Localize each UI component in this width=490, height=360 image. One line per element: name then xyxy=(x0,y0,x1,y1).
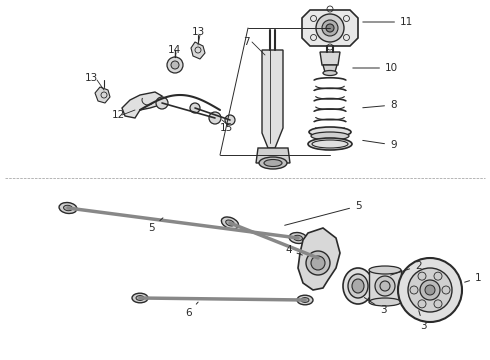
Ellipse shape xyxy=(289,233,307,243)
Circle shape xyxy=(190,103,200,113)
Polygon shape xyxy=(369,270,401,302)
Polygon shape xyxy=(262,50,283,148)
Ellipse shape xyxy=(375,276,395,296)
Text: 7: 7 xyxy=(243,37,249,47)
Circle shape xyxy=(434,272,442,280)
Text: 3: 3 xyxy=(419,311,427,331)
Ellipse shape xyxy=(301,298,309,302)
Ellipse shape xyxy=(59,203,77,213)
Text: 13: 13 xyxy=(85,73,98,83)
Ellipse shape xyxy=(311,132,349,140)
Ellipse shape xyxy=(132,293,148,303)
Circle shape xyxy=(306,251,330,275)
Ellipse shape xyxy=(309,252,327,264)
Text: 2: 2 xyxy=(391,261,421,275)
Text: 9: 9 xyxy=(363,140,396,150)
Text: 4: 4 xyxy=(285,245,302,255)
Text: 3: 3 xyxy=(365,297,387,315)
Circle shape xyxy=(434,300,442,308)
Polygon shape xyxy=(256,148,290,163)
Polygon shape xyxy=(298,228,340,290)
Text: 10: 10 xyxy=(353,63,398,73)
Ellipse shape xyxy=(369,298,401,306)
Circle shape xyxy=(418,300,426,308)
Text: 1: 1 xyxy=(465,273,482,283)
Ellipse shape xyxy=(343,268,373,304)
Text: 11: 11 xyxy=(363,17,413,27)
Ellipse shape xyxy=(297,295,313,305)
Ellipse shape xyxy=(64,205,73,211)
Circle shape xyxy=(425,285,435,295)
Circle shape xyxy=(410,286,418,294)
Circle shape xyxy=(167,57,183,73)
Circle shape xyxy=(225,115,235,125)
Ellipse shape xyxy=(323,71,337,76)
Text: 15: 15 xyxy=(220,123,233,133)
Circle shape xyxy=(326,24,334,32)
Text: 13: 13 xyxy=(192,27,205,37)
Text: 5: 5 xyxy=(285,201,362,225)
Ellipse shape xyxy=(380,281,390,291)
Polygon shape xyxy=(122,92,162,118)
Polygon shape xyxy=(191,42,205,59)
Circle shape xyxy=(442,286,450,294)
Ellipse shape xyxy=(221,217,239,229)
Circle shape xyxy=(316,14,344,42)
Text: 12: 12 xyxy=(112,110,125,120)
Circle shape xyxy=(171,61,179,69)
Ellipse shape xyxy=(308,138,352,150)
Ellipse shape xyxy=(264,159,282,166)
Ellipse shape xyxy=(136,296,144,300)
Polygon shape xyxy=(95,87,110,103)
Ellipse shape xyxy=(226,220,234,226)
Ellipse shape xyxy=(352,279,364,293)
Text: 8: 8 xyxy=(363,100,396,110)
Circle shape xyxy=(156,97,168,109)
Ellipse shape xyxy=(314,255,322,261)
Ellipse shape xyxy=(309,127,351,137)
Text: 5: 5 xyxy=(148,218,163,233)
Ellipse shape xyxy=(259,157,287,169)
Circle shape xyxy=(398,258,462,322)
Ellipse shape xyxy=(348,274,368,298)
Ellipse shape xyxy=(294,235,302,241)
Polygon shape xyxy=(302,10,358,46)
Text: 14: 14 xyxy=(168,45,181,55)
Circle shape xyxy=(408,268,452,312)
Polygon shape xyxy=(320,52,340,65)
Polygon shape xyxy=(323,65,337,72)
Text: 6: 6 xyxy=(185,302,198,318)
Ellipse shape xyxy=(369,266,401,274)
Circle shape xyxy=(420,280,440,300)
Circle shape xyxy=(209,112,221,124)
Circle shape xyxy=(311,256,325,270)
Circle shape xyxy=(322,20,338,36)
Circle shape xyxy=(418,272,426,280)
